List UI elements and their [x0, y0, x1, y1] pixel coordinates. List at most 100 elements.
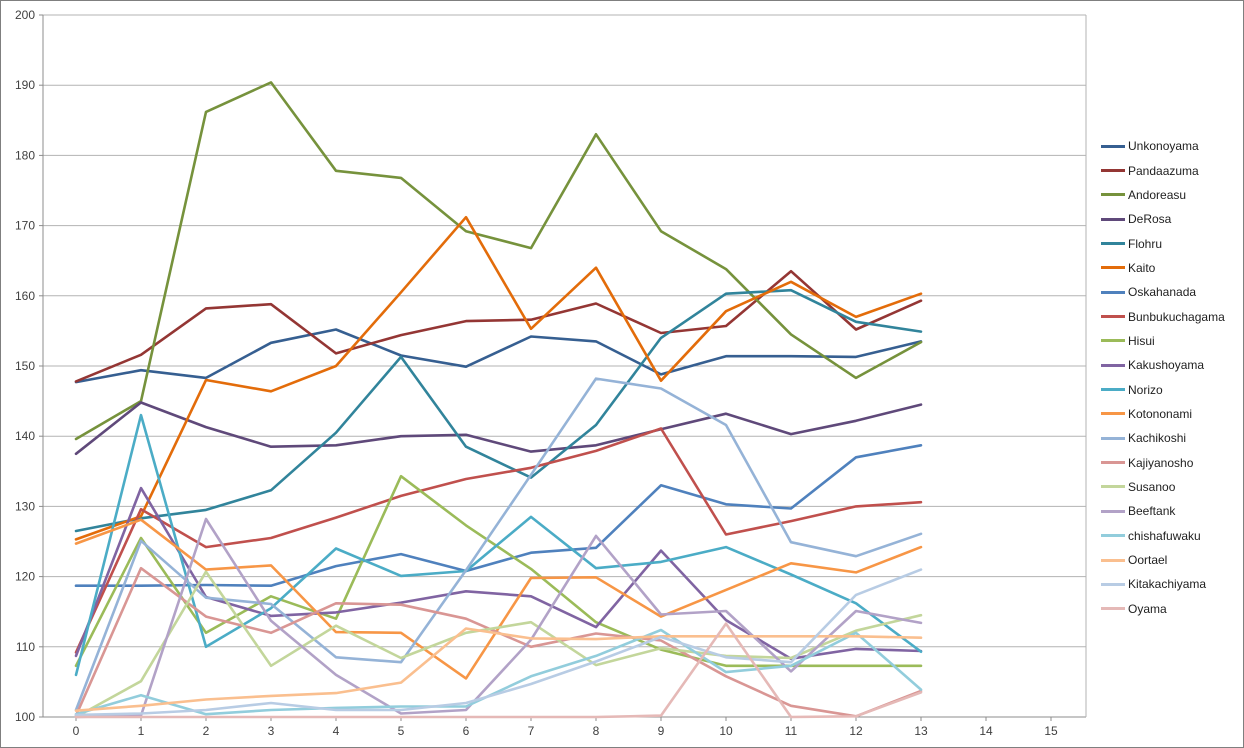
y-tick-label: 140: [15, 429, 35, 443]
legend-line-swatch: [1101, 485, 1125, 489]
series-line-chishafuwaku: [74, 628, 923, 716]
y-tick-label: 100: [15, 710, 35, 724]
legend-label: Kitakachiyama: [1128, 577, 1207, 592]
x-tick-label: 0: [73, 724, 80, 738]
legend-line-swatch: [1101, 461, 1125, 465]
legend-line-swatch: [1101, 412, 1125, 416]
legend-item-kaito: Kaito: [1101, 256, 1243, 280]
legend-line-swatch: [1101, 290, 1125, 294]
y-tick-label: 180: [15, 148, 35, 162]
series-line-kitakachiyama: [74, 568, 923, 717]
legend-label: Kakushoyama: [1128, 358, 1205, 373]
series-line-kakushoyama: [74, 486, 923, 661]
legend-label: Kachikoshi: [1128, 431, 1187, 446]
legend-label: Unkonoyama: [1128, 139, 1199, 154]
legend-line-swatch: [1101, 266, 1125, 270]
legend-label: Beeftank: [1128, 504, 1176, 519]
legend-item-kachikoshi: Kachikoshi: [1101, 426, 1243, 450]
x-tick-label: 1: [138, 724, 145, 738]
legend-line-swatch: [1101, 315, 1125, 319]
series-line-andoreasu: [74, 81, 923, 441]
legend-line-swatch: [1101, 144, 1125, 148]
legend-item-kajiyanosho: Kajiyanosho: [1101, 450, 1243, 474]
legend-label: Oskahanada: [1128, 285, 1197, 300]
x-tick-label: 5: [398, 724, 405, 738]
x-tick-label: 11: [785, 724, 798, 738]
y-tick-label: 120: [15, 570, 35, 584]
legend-item-norizo: Norizo: [1101, 377, 1243, 401]
x-tick-label: 12: [849, 724, 863, 738]
legend-line-swatch: [1101, 582, 1125, 586]
legend-line-swatch: [1101, 242, 1125, 246]
series-line-susanoo: [74, 570, 923, 719]
y-tick-label: 130: [15, 499, 35, 513]
series-line-oyama: [74, 622, 923, 719]
series-line-norizo: [74, 413, 923, 677]
legend-item-oskahanada: Oskahanada: [1101, 280, 1243, 304]
legend-line-swatch: [1101, 339, 1125, 343]
x-tick-label: 9: [658, 724, 665, 738]
x-tick-label: 13: [914, 724, 928, 738]
series-line-kachikoshi: [74, 377, 923, 712]
x-tick-label: 6: [463, 724, 470, 738]
chart-legend: Unkonoyama Pandaazuma Andoreasu DeRosa Flohr…: [1101, 134, 1243, 621]
legend-label: Kotononami: [1128, 406, 1193, 421]
x-tick-label: 15: [1044, 724, 1058, 738]
legend-label: DeRosa: [1128, 212, 1172, 227]
series-line-unkonoyama: [74, 328, 923, 384]
x-tick-label: 14: [979, 724, 993, 738]
series-line-pandaazuma: [74, 269, 923, 383]
y-tick-label: 160: [15, 289, 35, 303]
legend-line-swatch: [1101, 509, 1125, 513]
legend-line-swatch: [1101, 217, 1125, 221]
legend-label: Susanoo: [1128, 479, 1176, 494]
legend-item-oyama: Oyama: [1101, 597, 1243, 621]
legend-item-kakushoyama: Kakushoyama: [1101, 353, 1243, 377]
legend-item-susanoo: Susanoo: [1101, 475, 1243, 499]
legend-line-swatch: [1101, 436, 1125, 440]
y-tick-label: 200: [15, 8, 35, 22]
series-line-oortael: [74, 627, 923, 713]
legend-label: Oyama: [1128, 601, 1167, 616]
legend-item-kitakachiyama: Kitakachiyama: [1101, 572, 1243, 596]
legend-label: Pandaazuma: [1128, 163, 1199, 178]
legend-label: Kaito: [1128, 260, 1156, 275]
legend-item-derosa: DeRosa: [1101, 207, 1243, 231]
legend-line-swatch: [1101, 169, 1125, 173]
y-tick-label: 150: [15, 359, 35, 373]
series-line-kaito: [74, 215, 923, 541]
x-tick-label: 10: [719, 724, 733, 738]
legend-item-oortael: Oortael: [1101, 548, 1243, 572]
legend-line-swatch: [1101, 558, 1125, 562]
x-tick-label: 4: [333, 724, 340, 738]
legend-item-pandaazuma: Pandaazuma: [1101, 158, 1243, 182]
y-tick-label: 110: [16, 640, 35, 654]
legend-item-andoreasu: Andoreasu: [1101, 183, 1243, 207]
x-tick-label: 2: [203, 724, 210, 738]
legend-item-hisui: Hisui: [1101, 329, 1243, 353]
x-tick-label: 7: [528, 724, 535, 738]
legend-item-bunbukuchagama: Bunbukuchagama: [1101, 304, 1243, 328]
legend-item-beeftank: Beeftank: [1101, 499, 1243, 523]
y-tick-label: 190: [15, 78, 35, 92]
legend-line-swatch: [1101, 607, 1125, 611]
legend-line-swatch: [1101, 388, 1125, 392]
legend-label: Bunbukuchagama: [1128, 309, 1225, 324]
legend-item-chishafuwaku: chishafuwaku: [1101, 524, 1243, 548]
legend-item-unkonoyama: Unkonoyama: [1101, 134, 1243, 158]
legend-label: Hisui: [1128, 333, 1155, 348]
series-line-derosa: [74, 401, 923, 456]
legend-line-swatch: [1101, 534, 1125, 538]
legend-label: Flohru: [1128, 236, 1163, 251]
legend-label: Norizo: [1128, 382, 1163, 397]
series-line-flohru: [74, 288, 923, 533]
legend-item-kotononami: Kotononami: [1101, 402, 1243, 426]
x-tick-label: 3: [268, 724, 275, 738]
legend-label: Kajiyanosho: [1128, 455, 1194, 470]
x-tick-label: 8: [593, 724, 600, 738]
y-tick-label: 170: [15, 219, 35, 233]
legend-label: Andoreasu: [1128, 187, 1187, 202]
legend-item-flohru: Flohru: [1101, 231, 1243, 255]
